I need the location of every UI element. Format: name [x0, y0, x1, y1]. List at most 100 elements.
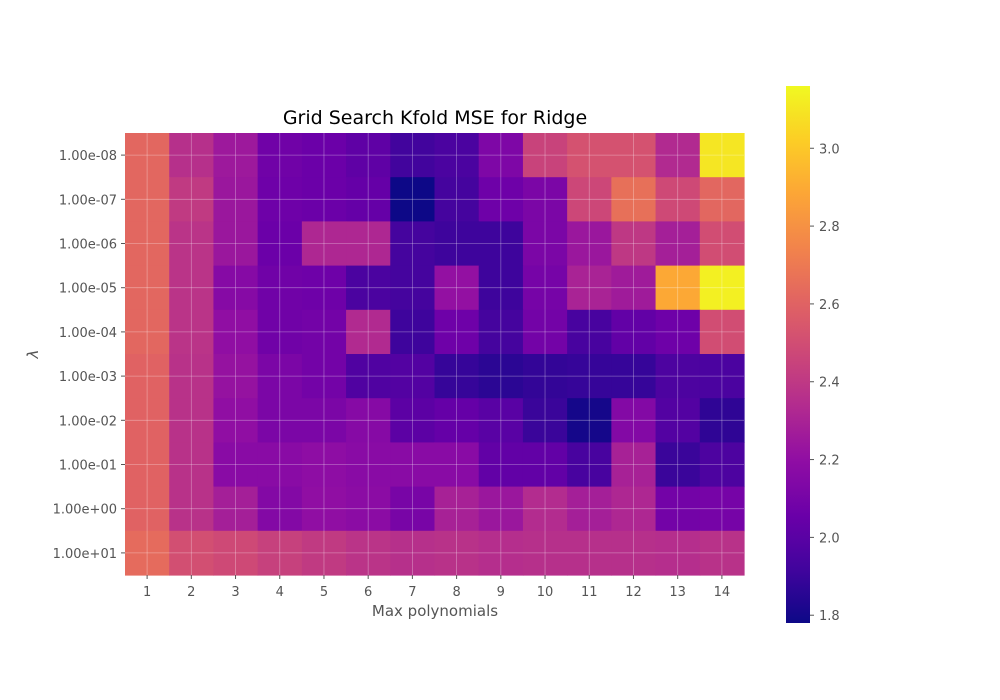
heatmap-cell: [346, 530, 391, 576]
heatmap-cell: [346, 177, 391, 222]
heatmap-cell: [522, 354, 568, 399]
heatmap-cell: [125, 354, 170, 399]
heatmap-cell: [522, 442, 568, 488]
heatmap-cell: [567, 177, 612, 222]
heatmap-cell: [390, 309, 436, 355]
heatmap-cell: [301, 133, 347, 178]
heatmap-cell: [169, 309, 215, 355]
heatmap-cell: [390, 354, 436, 399]
heatmap-cell: [655, 354, 701, 399]
heatmap-cell: [567, 265, 612, 311]
heatmap-cell: [213, 221, 259, 267]
heatmap-cell: [169, 265, 215, 311]
heatmap-cell: [169, 398, 215, 443]
x-axis-ticks: 1 2 3 4 5 6 7 8 9 10 11 12 13 14: [143, 575, 730, 600]
heatmap-cell: [213, 398, 259, 443]
heatmap-cell: [169, 442, 215, 488]
heatmap-cell: [125, 398, 170, 443]
x-tick-label: 3: [231, 585, 239, 600]
heatmap-cell: [655, 221, 701, 267]
heatmap-cell: [169, 133, 215, 178]
y-tick-label: 1.00e-03: [59, 370, 117, 385]
heatmap-cell: [346, 265, 391, 311]
x-tick-label: 5: [320, 585, 328, 600]
heatmap-cell: [611, 177, 657, 222]
heatmap-cell: [346, 309, 391, 355]
heatmap-cell: [213, 354, 259, 399]
heatmap-cell: [301, 309, 347, 355]
heatmap-cell: [611, 486, 657, 532]
x-tick-label: 1: [143, 585, 151, 600]
heatmap-cell: [213, 442, 259, 488]
heatmap-cell: [390, 265, 436, 311]
heatmap-cell: [611, 442, 657, 488]
y-tick-label: 1.00e-07: [59, 193, 117, 208]
heatmap-cell: [125, 265, 170, 311]
heatmap-cell: [213, 177, 259, 222]
heatmap-cell: [125, 442, 170, 488]
heatmap-cell: [434, 398, 480, 443]
y-tick-label: 1.00e-08: [59, 149, 117, 164]
x-axis-label: Max polynomials: [372, 602, 498, 620]
heatmap-cell: [655, 530, 701, 576]
heatmap-cell: [390, 442, 436, 488]
heatmap-cell: [390, 530, 436, 576]
x-tick-label: 14: [714, 585, 731, 600]
heatmap-cell: [125, 177, 170, 222]
heatmap-cell: [699, 265, 745, 311]
y-tick-label: 1.00e-05: [59, 282, 117, 297]
heatmap-cell: [655, 398, 701, 443]
heatmap-cell: [257, 133, 303, 178]
heatmap-cell: [655, 442, 701, 488]
heatmap-cell: [522, 133, 568, 178]
x-tick-label: 11: [581, 585, 598, 600]
heatmap-cell: [655, 177, 701, 222]
heatmap-cell: [655, 309, 701, 355]
heatmap-cell: [257, 442, 303, 488]
heatmap-cell: [478, 133, 524, 178]
heatmap-cell: [257, 177, 303, 222]
heatmap-cell: [522, 265, 568, 311]
heatmap-cell: [567, 486, 612, 532]
heatmap-cell: [257, 309, 303, 355]
x-tick-label: 8: [452, 585, 460, 600]
y-axis-ticks: 1.00e-08 1.00e-07 1.00e-06 1.00e-05 1.00e-04…: [53, 149, 125, 562]
colorbar-tick-label: 2.8: [819, 220, 840, 235]
heatmap-cell: [699, 530, 745, 576]
heatmap-cell: [434, 354, 480, 399]
heatmap-cell: [125, 530, 170, 576]
heatmap-cell: [346, 398, 391, 443]
heatmap-cell: [567, 442, 612, 488]
x-tick-label: 9: [497, 585, 505, 600]
heatmap-cell: [699, 221, 745, 267]
heatmap-cell: [434, 177, 480, 222]
heatmap-cell: [522, 177, 568, 222]
heatmap-cell: [301, 221, 347, 267]
heatmap-cell: [567, 398, 612, 443]
y-tick-label: 1.00e-01: [59, 459, 117, 474]
heatmap-cell: [169, 354, 215, 399]
heatmap-cell: [301, 398, 347, 443]
heatmap-cell: [478, 486, 524, 532]
heatmap-cell: [699, 398, 745, 443]
heatmap-cell: [567, 221, 612, 267]
heatmap-cell: [390, 133, 436, 178]
heatmap-cell: [169, 177, 215, 222]
heatmap-cell: [434, 221, 480, 267]
heatmap-cell: [478, 398, 524, 443]
heatmap-cell: [611, 398, 657, 443]
heatmap-cell: [655, 486, 701, 532]
heatmap-cell: [169, 221, 215, 267]
heatmap-cell: [346, 221, 391, 267]
colorbar-tick-label: 2.2: [819, 454, 840, 469]
heatmap-cell: [434, 309, 480, 355]
y-tick-label: 1.00e-02: [59, 414, 117, 429]
heatmap-cell: [301, 442, 347, 488]
heatmap-cell: [125, 133, 170, 178]
heatmap-cell: [478, 442, 524, 488]
heatmap-cell: [611, 133, 657, 178]
colorbar-ticks: 1.8 2.0 2.2 2.4 2.6 2.8 3.0: [810, 142, 840, 624]
y-tick-label: 1.00e-04: [59, 326, 117, 341]
heatmap-cell: [478, 177, 524, 222]
